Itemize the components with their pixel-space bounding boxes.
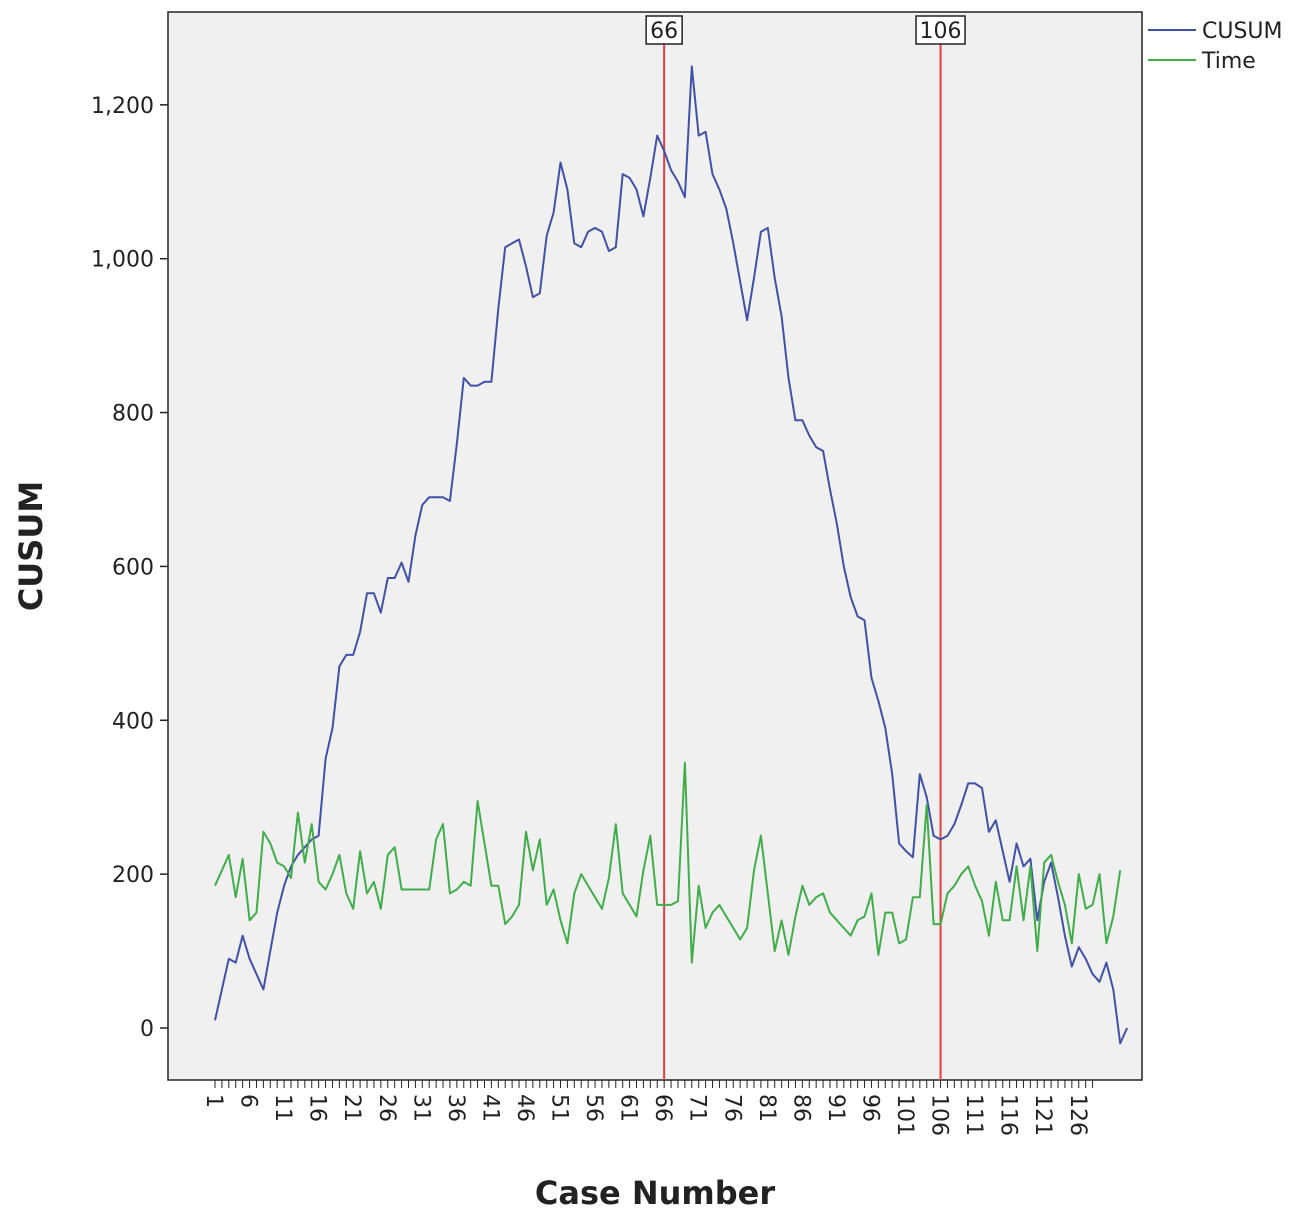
x-axis-title: Case Number xyxy=(535,1174,775,1211)
x-tick-label: 41 xyxy=(477,1094,502,1122)
x-tick-label: 81 xyxy=(754,1094,779,1122)
x-tick-label: 101 xyxy=(892,1094,917,1136)
y-axis-title: CUSUM xyxy=(12,481,50,611)
x-tick-label: 111 xyxy=(961,1094,986,1136)
x-tick-label: 1 xyxy=(201,1094,226,1108)
x-tick-label: 71 xyxy=(685,1094,710,1122)
x-tick-label: 106 xyxy=(927,1094,952,1136)
y-tick-label: 0 xyxy=(140,1017,154,1042)
y-tick-label: 1,200 xyxy=(91,94,154,119)
x-tick-label: 121 xyxy=(1030,1094,1055,1136)
reference-line-label-box xyxy=(645,15,683,45)
x-tick-label: 56 xyxy=(581,1094,606,1122)
series-line-cusum xyxy=(214,65,1129,1045)
x-tick-label: 36 xyxy=(443,1094,468,1122)
series-lines xyxy=(214,65,1129,1045)
reference-line-label-box xyxy=(915,15,966,45)
y-tick-label: 600 xyxy=(112,555,154,580)
y-tick-label: 800 xyxy=(112,402,154,427)
y-tick-label: 400 xyxy=(112,709,154,734)
x-tick-label: 26 xyxy=(374,1094,399,1122)
legend-label-time: Time xyxy=(1201,49,1256,74)
reference-line-label: 106 xyxy=(920,19,962,44)
x-tick-label: 51 xyxy=(547,1094,572,1122)
x-tick-label: 66 xyxy=(650,1094,675,1122)
y-tick-label: 1,000 xyxy=(91,248,154,273)
series-line-time xyxy=(214,761,1122,964)
x-tick-label: 46 xyxy=(512,1094,537,1122)
x-tick-label: 76 xyxy=(719,1094,744,1122)
x-tick-label: 91 xyxy=(823,1094,848,1122)
y-tick-label: 200 xyxy=(112,863,154,888)
x-tick-label: 116 xyxy=(996,1094,1021,1136)
legend: CUSUM Time xyxy=(1148,19,1283,74)
x-tick-label: 11 xyxy=(270,1094,295,1122)
x-tick-label: 61 xyxy=(616,1094,641,1122)
legend-label-cusum: CUSUM xyxy=(1202,19,1283,44)
reference-lines: 66 106 xyxy=(645,15,966,1080)
x-tick-label: 31 xyxy=(408,1094,433,1122)
x-tick-label: 21 xyxy=(339,1094,364,1122)
x-tick-label: 126 xyxy=(1065,1094,1090,1136)
x-tick-label: 96 xyxy=(857,1094,882,1122)
x-tick-label: 16 xyxy=(305,1094,330,1122)
reference-line-label: 66 xyxy=(650,19,678,44)
x-tick-label: 86 xyxy=(788,1094,813,1122)
plot-area xyxy=(167,11,1143,1081)
x-tick-label: 6 xyxy=(236,1094,261,1108)
